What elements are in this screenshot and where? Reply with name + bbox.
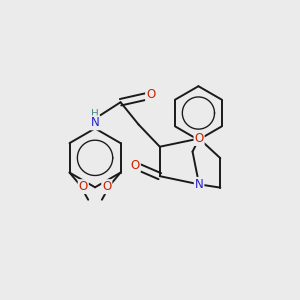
Text: O: O <box>79 180 88 193</box>
Text: N: N <box>91 116 99 129</box>
Text: O: O <box>131 159 140 172</box>
Text: O: O <box>102 180 111 193</box>
Text: N: N <box>195 178 203 191</box>
Text: O: O <box>194 132 204 145</box>
Text: O: O <box>146 88 155 101</box>
Text: H: H <box>91 109 99 119</box>
